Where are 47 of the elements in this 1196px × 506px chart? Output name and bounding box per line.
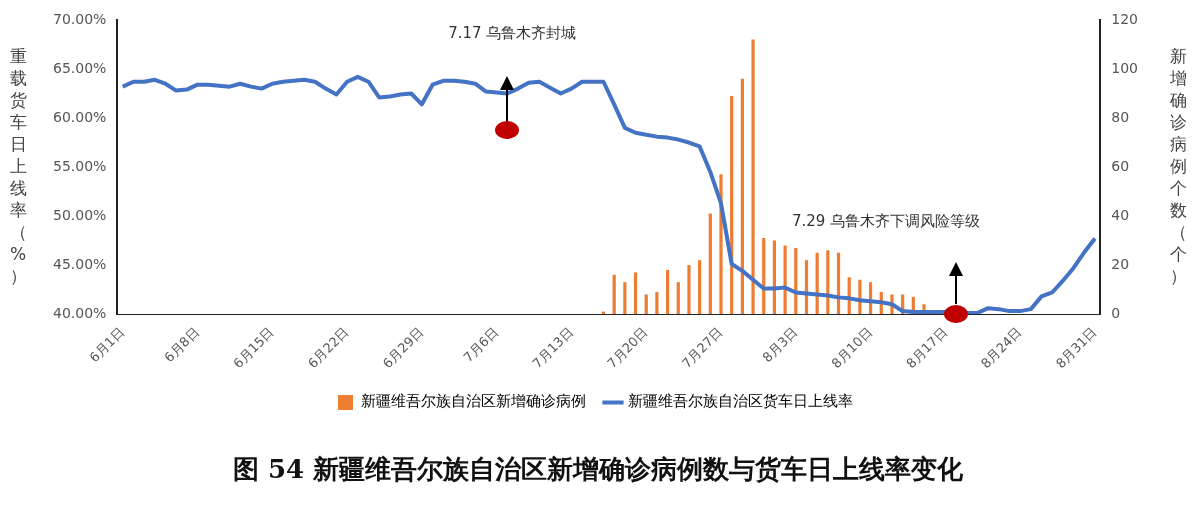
x-tick-label: 6月29日 (379, 324, 427, 371)
bar (698, 260, 702, 315)
y-tick-label: 45.00% (52, 255, 107, 272)
x-tick-label: 7月27日 (678, 324, 726, 371)
text: 图 54 新疆维吾尔族自治区新增确诊病例数与货车日上线率变化 (231, 453, 965, 486)
y-tick-label: 60.00% (52, 108, 107, 125)
x-tick-label: 6月8日 (161, 324, 203, 366)
legend-label: 新疆维吾尔族自治区货车日上线率 (628, 392, 853, 411)
x-tick-label: 8月3日 (759, 324, 801, 366)
x-tick-label: 7月6日 (460, 324, 502, 366)
y2-tick-label: 100 (1111, 59, 1139, 76)
x-tick-label: 8月10日 (828, 324, 876, 371)
x-tick-label: 6月22日 (305, 324, 352, 371)
y2-tick-label: 60 (1111, 157, 1130, 174)
x-tick-label: 7月13日 (529, 324, 576, 371)
bar (676, 282, 680, 315)
bar (655, 291, 659, 315)
bar (708, 213, 712, 315)
y2-tick-label: 0 (1111, 304, 1121, 321)
x-tick-label: 8月17日 (903, 324, 950, 371)
bar (612, 274, 616, 315)
x-tick-label: 8月24日 (978, 324, 1025, 371)
y-tick-label: 55.00% (52, 157, 107, 174)
text: 新增确诊病例个数（个） (1169, 46, 1187, 286)
y-tick-label: 70.00% (52, 10, 107, 27)
x-tick-label: 6月15日 (230, 324, 277, 371)
y-tick-label: 40.00% (52, 304, 107, 321)
y-tick-label: 65.00% (52, 59, 107, 76)
bar (644, 294, 648, 315)
x-tick-label: 8月31日 (1052, 324, 1100, 371)
annotation: 7.29 乌鲁木齐下调风险等级 (790, 211, 982, 233)
x-tick-label: 6月1日 (86, 324, 128, 366)
y2-tick-label: 40 (1111, 206, 1130, 223)
y2-tick-label: 20 (1111, 255, 1130, 272)
legend-label: 新疆维吾尔族自治区新增确诊病例 (360, 392, 586, 411)
annotation: 7.17 乌鲁木齐封城 (447, 24, 578, 43)
bar (623, 282, 627, 315)
y-tick-label: 50.00% (52, 206, 107, 223)
bar (633, 272, 638, 315)
y2-tick-label: 80 (1111, 108, 1130, 125)
text: 重载货车日上线率（%） (9, 46, 27, 286)
bar (740, 78, 744, 315)
bar (665, 269, 670, 315)
x-tick-label: 7月20日 (604, 324, 651, 371)
bar (687, 265, 691, 315)
y2-tick-label: 120 (1111, 10, 1139, 27)
bar (751, 39, 755, 315)
